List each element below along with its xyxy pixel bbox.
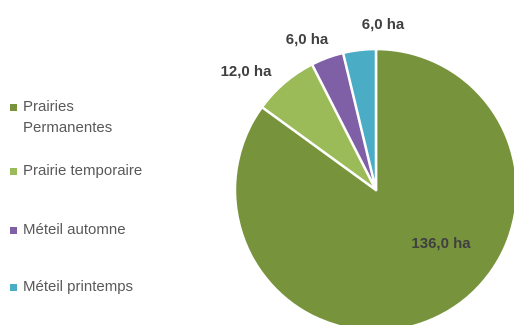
legend-swatch-prairies-permanentes	[10, 104, 17, 111]
legend-label-meteil-automne: Méteil automne	[23, 221, 126, 238]
pie-slices	[233, 47, 514, 330]
legend-item-meteil-automne: Méteil automne	[10, 219, 163, 240]
legend-label-prairie-temporaire: Prairie temporaire	[23, 162, 143, 179]
legend-item-meteil-printemps: Méteil printemps	[10, 276, 163, 297]
legend-label-meteil-printemps: Méteil printemps	[23, 278, 134, 295]
pie-data-labels: 136,0 ha 12,0 ha 6,0 ha 6,0 ha	[221, 16, 472, 252]
data-label-prairies-permanentes: 136,0 ha	[411, 235, 471, 252]
data-label-prairie-temporaire: 12,0 ha	[221, 63, 273, 80]
legend-item-prairie-temporaire: Prairie temporaire	[10, 160, 163, 181]
data-label-meteil-automne: 6,0 ha	[286, 31, 329, 48]
legend-swatch-meteil-printemps	[10, 284, 17, 291]
legend-label-prairies-permanentes: Prairies Permanentes	[23, 98, 113, 136]
data-label-meteil-printemps: 6,0 ha	[362, 16, 405, 33]
legend-item-prairies-permanentes: Prairies Permanentes	[10, 96, 163, 138]
legend-swatch-meteil-automne	[10, 227, 17, 234]
pie-slice-meteil-printemps	[341, 47, 378, 192]
legend-swatch-prairie-temporaire	[10, 168, 17, 175]
